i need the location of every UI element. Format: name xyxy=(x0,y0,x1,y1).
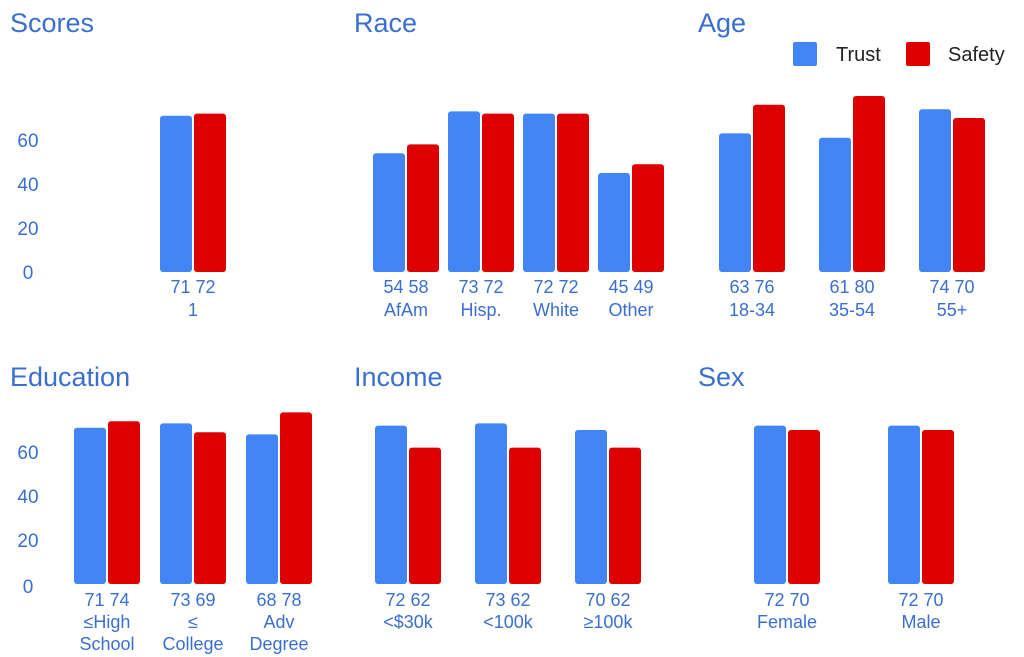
data-label: 72 70 xyxy=(764,590,809,610)
category-label: White xyxy=(533,300,579,320)
bar-trust-scores xyxy=(160,115,192,272)
data-label: 72 62 xyxy=(385,590,430,610)
legend-label-trust: Trust xyxy=(836,44,881,66)
category-label: ≤ xyxy=(188,612,198,632)
bar-trust-age xyxy=(819,137,851,272)
panel-title-race: Race xyxy=(354,8,417,38)
data-label: 63 76 xyxy=(729,277,774,297)
legend-swatch-trust xyxy=(793,42,817,66)
bar-safety-scores xyxy=(194,113,226,272)
y-tick-label: 40 xyxy=(17,487,38,508)
panel-title-sex: Sex xyxy=(698,362,745,392)
bar-trust-race xyxy=(523,113,555,272)
category-label: Degree xyxy=(249,634,308,654)
bar-trust-income xyxy=(475,423,507,584)
bar-safety-race xyxy=(482,113,514,272)
bar-trust-income xyxy=(575,430,607,584)
bar-trust-education xyxy=(74,427,106,584)
bar-trust-education xyxy=(160,423,192,584)
bar-trust-sex xyxy=(754,425,786,584)
bar-trust-age xyxy=(719,133,751,272)
bar-trust-race xyxy=(373,153,405,272)
bar-safety-sex xyxy=(922,430,954,584)
data-label: 61 80 xyxy=(829,277,874,297)
panel-title-education: Education xyxy=(10,362,130,392)
category-label: AfAm xyxy=(384,300,428,320)
y-tick-label: 20 xyxy=(17,219,38,240)
panel-title-age: Age xyxy=(698,8,746,38)
bar-safety-race xyxy=(632,164,664,272)
bar-safety-education xyxy=(108,421,140,584)
category-label: 1 xyxy=(188,300,198,320)
bar-trust-race xyxy=(448,111,480,273)
y-tick-label: 60 xyxy=(17,443,38,464)
category-label: Adv xyxy=(263,612,294,632)
category-label: 55+ xyxy=(937,300,968,320)
panel-title-income: Income xyxy=(354,362,443,392)
data-label: 72 70 xyxy=(898,590,943,610)
bar-trust-income xyxy=(375,425,407,584)
category-label: Other xyxy=(608,300,653,320)
bar-safety-race xyxy=(557,113,589,272)
data-label: 71 74 xyxy=(84,590,129,610)
legend-label-safety: Safety xyxy=(948,44,1005,66)
y-tick-label: 60 xyxy=(17,131,38,152)
y-tick-label: 0 xyxy=(23,263,34,284)
data-label: 73 72 xyxy=(458,277,503,297)
bar-safety-income xyxy=(409,447,441,584)
data-label: 71 72 xyxy=(170,277,215,297)
category-label: <100k xyxy=(483,612,534,632)
data-label: 73 62 xyxy=(485,590,530,610)
category-label: Hisp. xyxy=(460,300,501,320)
bar-trust-age xyxy=(919,109,951,272)
data-label: 72 72 xyxy=(533,277,578,297)
data-label: 68 78 xyxy=(256,590,301,610)
bar-trust-race xyxy=(598,173,630,272)
data-label: 74 70 xyxy=(929,277,974,297)
category-label: ≤High xyxy=(84,612,131,632)
bar-trust-sex xyxy=(888,425,920,584)
bar-safety-age xyxy=(853,96,885,272)
y-tick-label: 20 xyxy=(17,531,38,552)
data-label: 45 49 xyxy=(608,277,653,297)
bar-trust-education xyxy=(246,434,278,584)
data-label: 73 69 xyxy=(170,590,215,610)
legend-swatch-safety xyxy=(906,42,930,66)
y-tick-label: 40 xyxy=(17,175,38,196)
y-tick-label: 0 xyxy=(23,577,34,598)
category-label: ≥100k xyxy=(584,612,634,632)
category-label: School xyxy=(79,634,134,654)
category-label: College xyxy=(162,634,223,654)
category-label: 18-34 xyxy=(729,300,775,320)
bar-safety-race xyxy=(407,144,439,272)
bar-safety-education xyxy=(194,432,226,584)
bar-safety-income xyxy=(509,447,541,584)
data-label: 54 58 xyxy=(383,277,428,297)
bar-safety-education xyxy=(280,412,312,584)
category-label: 35-54 xyxy=(829,300,875,320)
panel-title-scores: Scores xyxy=(10,8,94,38)
data-label: 70 62 xyxy=(585,590,630,610)
bar-safety-sex xyxy=(788,430,820,584)
category-label: Male xyxy=(901,612,940,632)
bar-safety-age xyxy=(753,104,785,272)
bar-safety-age xyxy=(953,118,985,272)
bar-safety-income xyxy=(609,447,641,584)
category-label: Female xyxy=(757,612,817,632)
category-label: <$30k xyxy=(383,612,434,632)
